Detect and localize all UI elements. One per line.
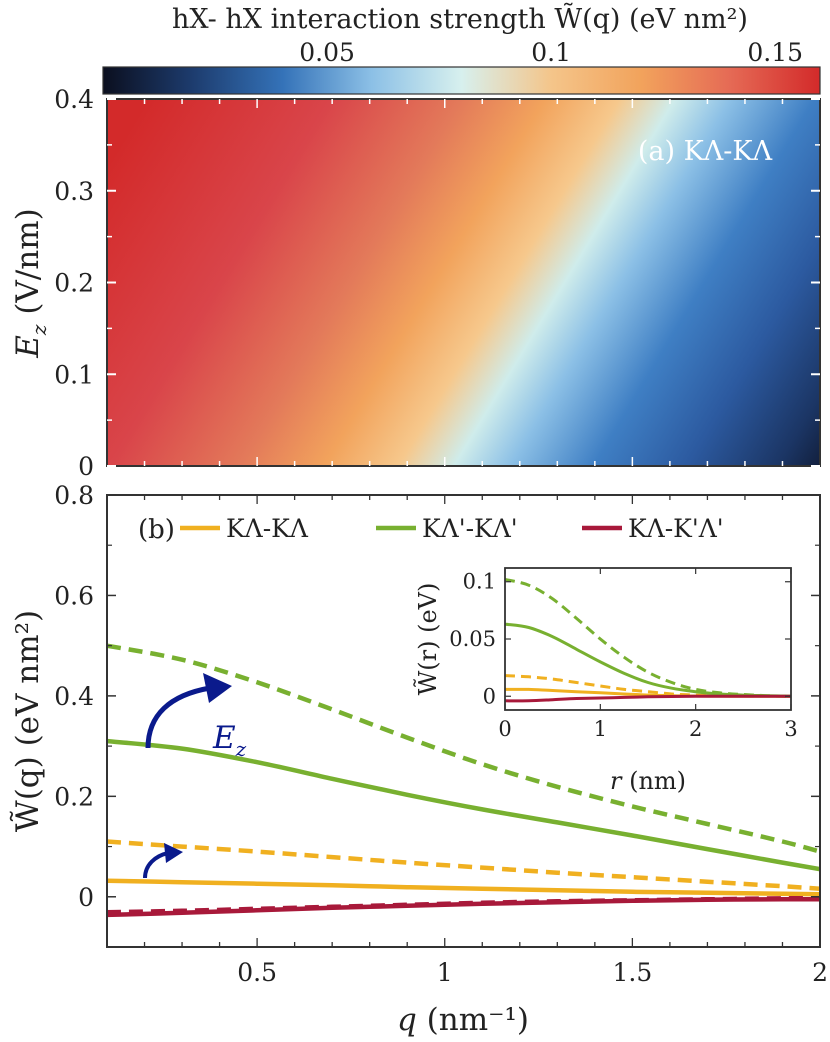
panel-b-xtick-label: 1 (437, 958, 453, 987)
inset-xtick-label: 3 (784, 717, 797, 741)
panel-b-xlabel: q (nm⁻¹) (397, 1002, 529, 1038)
inset-series-line-4 (505, 694, 791, 703)
heatmap (107, 99, 820, 466)
panel-a-ylabel-var: E (10, 335, 46, 359)
panel-a-ytick-label: 0.4 (54, 85, 94, 114)
panel-a-ytick-label: 0.3 (54, 177, 94, 206)
ez-arrow-label: Ez (212, 720, 247, 761)
inset-ytick-label: 0.1 (463, 570, 496, 594)
ez-arrow-label-sub: z (235, 737, 247, 761)
panel-b-ylabel: W̃(q) (eV nm²) (9, 610, 46, 832)
panel-b-lines (107, 643, 820, 918)
heatmap-surface (107, 99, 820, 466)
colorbar-tick-label: 0.15 (747, 38, 803, 67)
series-line-3 (107, 643, 820, 854)
colorbar-title: hX- hX interaction strength W̃(q) (eV nm… (172, 2, 748, 35)
inset-xlabel-var: r (610, 767, 623, 795)
inset-ticks: 0 0.05 0.1 0 1 2 3 (449, 568, 798, 741)
ez-arrow-label-var: E (212, 720, 236, 756)
panel-b-ytick-label: 0.8 (54, 481, 94, 510)
panel-b-ytick-label: 0.4 (54, 682, 94, 711)
colorbar (102, 66, 821, 95)
panel-b-xtick-label: 0.5 (237, 958, 277, 987)
panel-b-ytick-label: 0.2 (54, 782, 94, 811)
inset-xtick-label: 2 (689, 717, 702, 741)
inset-xlabel-unit: (nm) (621, 767, 686, 795)
ez-arrow-small (143, 851, 169, 879)
legend-label: KΛ'-KΛ' (422, 514, 518, 543)
inset-xtick-label: 1 (594, 717, 607, 741)
series-line-2 (107, 738, 820, 872)
inset-ytick-label: 0.05 (449, 627, 496, 651)
inset-xlabel: r (nm) (610, 767, 686, 795)
panel-a-ylabel-unit: (V/nm) (10, 208, 46, 324)
panel-b-ytick-label: 0 (78, 883, 94, 912)
panel-a-ticks: 0 0.1 0.2 0.3 0.4 (54, 85, 820, 481)
colorbar-ticks: 0.05 0.1 0.15 (299, 38, 803, 67)
inset-bg (505, 568, 791, 710)
panel-a-ylabel: Ez (V/nm) (10, 208, 51, 358)
ez-arrow-large-head (203, 673, 232, 703)
panel-b-xtick-label: 1.5 (612, 958, 652, 987)
series-line-0 (107, 878, 820, 897)
legend-label: KΛ-K'Λ' (628, 514, 724, 543)
legend: KΛ-KΛ KΛ'-KΛ' KΛ-K'Λ' (180, 514, 724, 543)
panel-a-label: (a) KΛ-KΛ (638, 136, 773, 167)
panel-a-ytick-label: 0.1 (54, 360, 94, 389)
panel-b-xtick-label: 2 (812, 958, 828, 987)
ez-arrow-large (145, 685, 211, 749)
ez-arrow-small-head (164, 843, 183, 863)
inset-series-line-3 (505, 578, 791, 698)
panel-b-frame (106, 494, 821, 948)
colorbar-tick-label: 0.05 (299, 38, 355, 67)
legend-label: KΛ-KΛ (226, 514, 309, 543)
inset-ylabel: W̃(r) (eV) (414, 583, 442, 696)
panel-a-ytick-label: 0 (78, 452, 94, 481)
panel-b-xlabel-unit: (nm⁻¹) (417, 1002, 529, 1038)
panel-b-ytick-label: 0.6 (54, 581, 94, 610)
inset-ytick-label: 0 (483, 684, 496, 708)
ez-arrows: Ez (143, 673, 247, 879)
panel-b-xlabel-var: q (397, 1002, 417, 1038)
panel-a-ylabel-sub: z (27, 324, 51, 336)
panel-a-ytick-label: 0.2 (54, 269, 94, 298)
colorbar-tick-label: 0.1 (531, 38, 571, 67)
series-line-1 (107, 839, 820, 891)
series-line-5 (107, 895, 820, 915)
inset-lines (505, 578, 791, 703)
panel-b-ticks: 0 0.2 0.4 0.6 0.8 0.5 1 1.5 2 (54, 481, 828, 987)
inset-xtick-label: 0 (498, 717, 511, 741)
panel-b-label: (b) (138, 515, 175, 545)
